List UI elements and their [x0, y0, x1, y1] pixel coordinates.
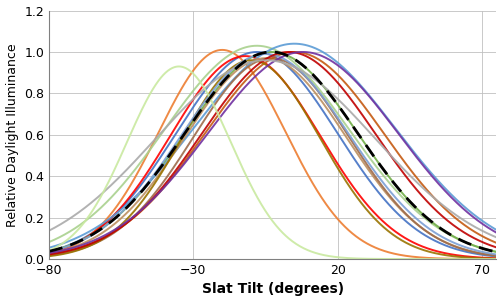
X-axis label: Slat Tilt (degrees): Slat Tilt (degrees): [201, 282, 343, 297]
Y-axis label: Relative Daylight Illuminance: Relative Daylight Illuminance: [6, 43, 19, 226]
